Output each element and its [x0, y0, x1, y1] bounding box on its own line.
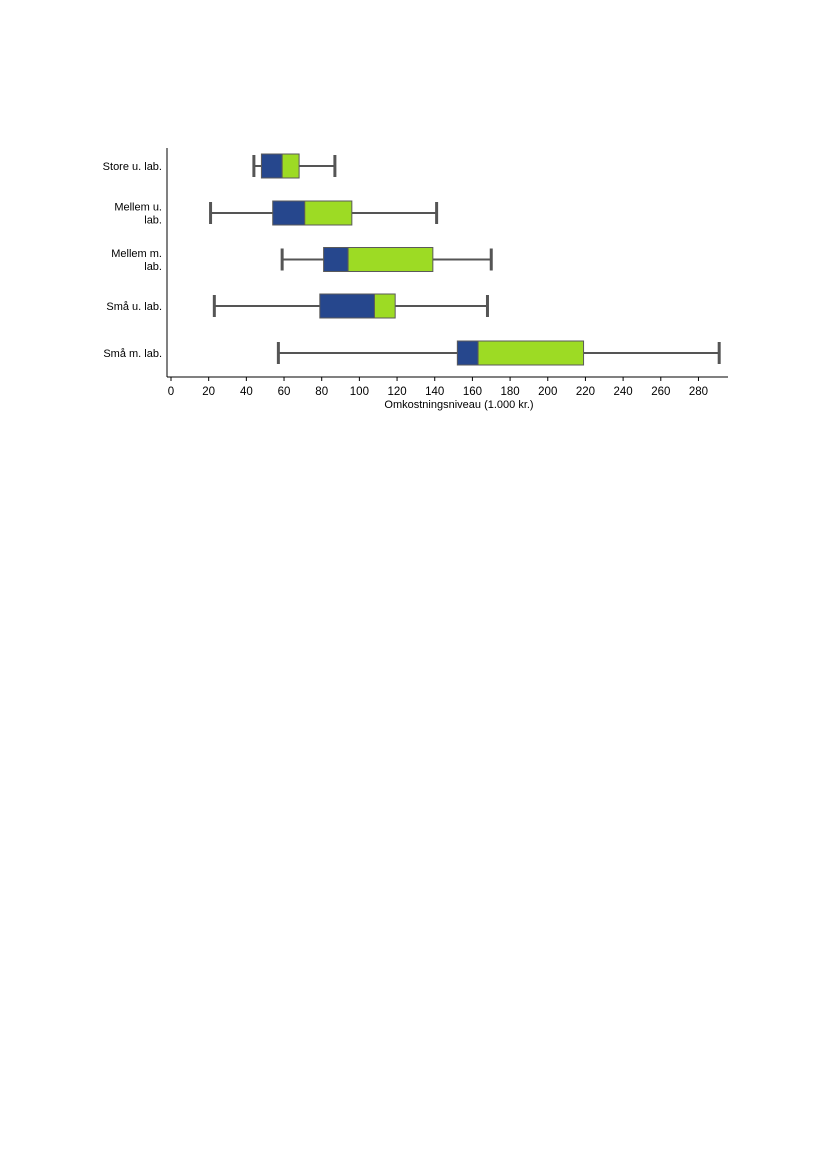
x-tick-label: 20	[202, 386, 215, 398]
box-row	[212, 293, 489, 319]
category-label: Små m. lab.	[103, 348, 162, 360]
upper-box	[304, 200, 353, 226]
category-label: Mellem u.	[114, 202, 162, 214]
category-labels: Store u. lab.Mellem u.lab.Mellem m.lab.S…	[103, 161, 162, 360]
x-tick-label: 180	[500, 386, 519, 398]
x-tick-label: 240	[614, 386, 633, 398]
x-tick-label: 0	[168, 386, 174, 398]
x-axis-ticks: 0 20 40 60 80 100 120 140 160 180 200 220 240 260 280	[168, 377, 708, 398]
x-tick-label: 140	[425, 386, 444, 398]
category-label: Små u. lab.	[106, 301, 162, 313]
box-row	[209, 200, 439, 226]
lower-box	[319, 293, 375, 319]
x-tick-label: 120	[387, 386, 406, 398]
x-tick-label: 100	[350, 386, 369, 398]
category-label: Store u. lab.	[103, 161, 162, 173]
lower-box	[272, 200, 306, 226]
box-row	[252, 153, 337, 179]
category-label: lab.	[144, 215, 162, 227]
x-tick-label: 200	[538, 386, 557, 398]
category-label: Mellem m.	[111, 248, 162, 260]
category-label: lab.	[144, 261, 162, 273]
x-tick-label: 220	[576, 386, 595, 398]
upper-box	[281, 153, 300, 179]
x-tick-label: 260	[651, 386, 670, 398]
x-axis-title: Omkostningsniveau (1.000 kr.)	[384, 399, 533, 411]
lower-box	[456, 340, 479, 366]
x-tick-label: 80	[315, 386, 328, 398]
lower-box	[260, 153, 283, 179]
upper-box	[477, 340, 585, 366]
x-tick-label: 40	[240, 386, 253, 398]
lower-box	[323, 247, 349, 272]
box-row	[280, 247, 493, 272]
upper-box	[347, 247, 434, 272]
x-tick-label: 280	[689, 386, 708, 398]
axes	[166, 148, 728, 378]
boxes-layer	[209, 153, 721, 366]
upper-box	[373, 293, 396, 319]
x-tick-label: 60	[278, 386, 291, 398]
box-row	[276, 340, 721, 366]
x-tick-label: 160	[463, 386, 482, 398]
